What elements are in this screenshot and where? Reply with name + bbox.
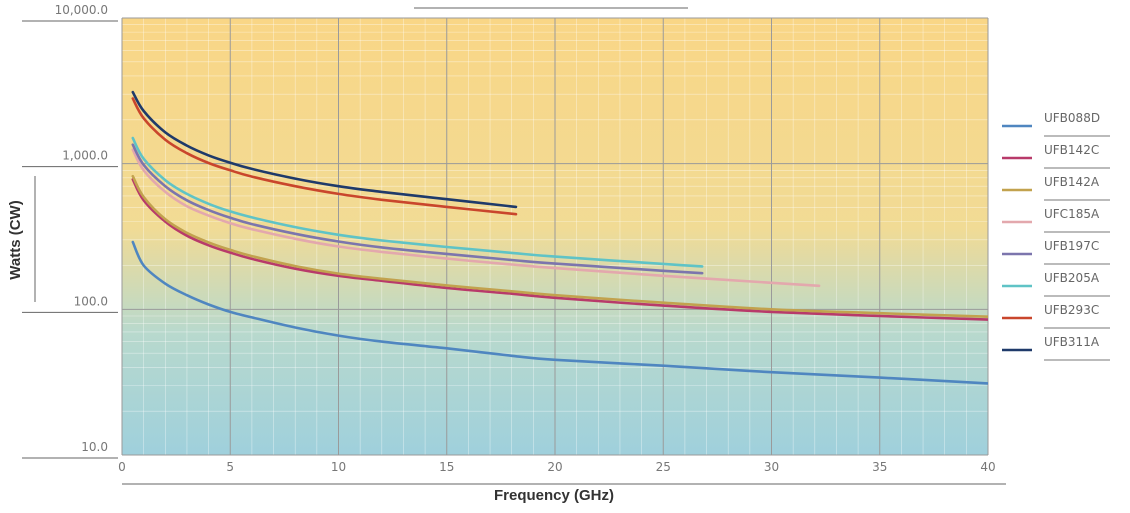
series-lines: [131, 90, 988, 385]
series-line-ufb142c: [131, 178, 988, 321]
legend-label: UFB088D: [1044, 111, 1100, 125]
legend-label: UFB197C: [1044, 239, 1099, 253]
legend-label: UFB205A: [1044, 271, 1100, 285]
legend: UFB088D UFB142C UFB142A UFC185A UFB197C UFB20…: [1002, 111, 1110, 361]
y-tick-label: 1,000.0: [62, 149, 108, 163]
series-line-ufb205a: [131, 136, 704, 268]
series-line-ufb197c: [131, 143, 704, 275]
x-tick-label: 30: [764, 460, 779, 474]
series-line-ufc185a: [131, 148, 821, 288]
legend-label: UFB142C: [1044, 143, 1099, 157]
x-tick-label: 35: [872, 460, 887, 474]
legend-label: UFB311A: [1044, 335, 1100, 349]
major-grid: [121, 17, 989, 456]
series-line-ufb293c: [131, 97, 518, 216]
series-line-ufb088d: [131, 240, 988, 385]
x-tick-label: 5: [226, 460, 234, 474]
x-tick-label: 25: [656, 460, 671, 474]
x-tick-label: 0: [118, 460, 126, 474]
x-axis-title: Frequency (GHz): [494, 487, 614, 504]
y-tick-label: 10.0: [81, 440, 108, 454]
y-axis: 10.0 100.0 1,000.0 10,000.0: [22, 3, 118, 459]
y-tick-label: 100.0: [74, 294, 108, 308]
x-tick-label: 20: [547, 460, 562, 474]
legend-label: UFB293C: [1044, 303, 1099, 317]
y-tick-label: 10,000.0: [55, 3, 108, 17]
legend-label: UFC185A: [1044, 207, 1100, 221]
series-line-ufb142a: [131, 174, 988, 318]
series-line-ufb311a: [131, 90, 518, 209]
legend-label: UFB142A: [1044, 175, 1100, 189]
y-axis-title: Watts (CW): [7, 200, 24, 279]
x-axis: 0 5 10 15 20 25 30 35 40: [118, 460, 995, 474]
x-tick-label: 15: [439, 460, 454, 474]
x-tick-label: 40: [980, 460, 995, 474]
x-tick-label: 10: [331, 460, 346, 474]
